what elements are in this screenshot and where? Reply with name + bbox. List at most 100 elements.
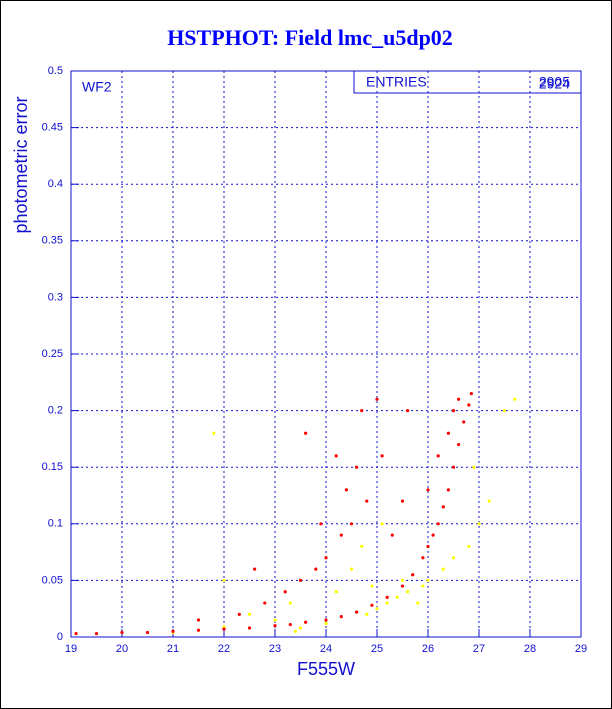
point (446, 488, 450, 492)
point (283, 590, 287, 594)
point (145, 630, 150, 635)
point (370, 584, 374, 588)
point (375, 397, 379, 401)
point (222, 625, 226, 629)
x-tick-label: 25 (371, 643, 383, 655)
point (222, 627, 226, 631)
point (334, 454, 338, 458)
y-tick-label: 0.25 (42, 348, 63, 360)
y-tick-label: 0.1 (48, 518, 63, 530)
point (314, 567, 318, 571)
point (339, 615, 343, 619)
x-tick-label: 20 (116, 643, 128, 655)
point (451, 465, 456, 469)
point (416, 601, 420, 605)
point (426, 544, 430, 549)
x-tick-label: 22 (218, 643, 230, 655)
point (467, 403, 471, 407)
y-tick-label: 0.4 (48, 178, 63, 190)
point (298, 578, 303, 583)
point (365, 499, 369, 503)
x-tick-label: 21 (167, 643, 179, 655)
point (324, 556, 328, 560)
point (400, 578, 405, 583)
point (406, 409, 410, 413)
point (74, 632, 78, 636)
point (487, 499, 491, 503)
y-tick-label: 0.5 (48, 65, 63, 77)
point (120, 630, 124, 635)
x-tick-label: 27 (473, 643, 485, 655)
x-tick-label: 19 (65, 643, 77, 655)
point (370, 603, 374, 607)
stats-label: ENTRIES (366, 74, 427, 90)
point (344, 488, 348, 492)
point (196, 628, 201, 632)
point (400, 499, 405, 503)
point (446, 431, 450, 435)
point (411, 573, 415, 577)
point (247, 612, 252, 616)
point (431, 533, 435, 537)
y-axis-label: photometric error (11, 96, 31, 233)
point (222, 578, 226, 583)
x-tick-label: 29 (575, 643, 587, 655)
point (457, 442, 461, 447)
point (288, 601, 292, 605)
point (253, 567, 257, 571)
point (196, 618, 201, 622)
point (406, 590, 410, 594)
point (477, 522, 481, 526)
point (237, 612, 241, 616)
point (304, 431, 308, 435)
point (421, 584, 425, 588)
point (355, 610, 359, 614)
point (324, 618, 328, 622)
point (334, 590, 338, 594)
point (421, 556, 425, 560)
point (288, 622, 292, 627)
y-tick-label: 0.2 (48, 405, 63, 417)
point (436, 454, 440, 458)
x-axis-label: F555W (297, 659, 355, 679)
chart-title: HSTPHOT: Field lmc_u5dp02 (167, 25, 453, 50)
stats-box (353, 71, 581, 94)
point (426, 578, 430, 583)
x-tick-label: 23 (269, 643, 281, 655)
point (339, 533, 343, 537)
stats-value: 2905 (539, 74, 570, 90)
point (212, 431, 216, 435)
point (365, 612, 369, 616)
point (469, 392, 473, 396)
point (451, 556, 456, 560)
point (273, 624, 277, 628)
point (349, 567, 354, 571)
point (385, 601, 389, 605)
point (360, 544, 364, 549)
point (457, 397, 461, 401)
x-tick-label: 28 (524, 643, 536, 655)
point (247, 626, 252, 630)
point (380, 454, 384, 458)
point (436, 522, 440, 526)
y-tick-label: 0.45 (42, 122, 63, 134)
point (426, 488, 430, 492)
stats-value: 2924 (539, 76, 570, 92)
point (462, 420, 466, 424)
point (502, 409, 507, 413)
point (349, 522, 354, 526)
point (293, 629, 297, 633)
y-tick-label: 0.3 (48, 291, 63, 303)
point (472, 465, 476, 469)
point (355, 465, 359, 469)
y-tick-label: 0 (57, 631, 63, 643)
point (513, 397, 517, 401)
point (298, 626, 303, 630)
point (441, 505, 445, 509)
y-tick-label: 0.05 (42, 574, 63, 586)
point (385, 595, 389, 599)
point (171, 629, 175, 633)
point (441, 567, 445, 571)
point (375, 607, 379, 611)
